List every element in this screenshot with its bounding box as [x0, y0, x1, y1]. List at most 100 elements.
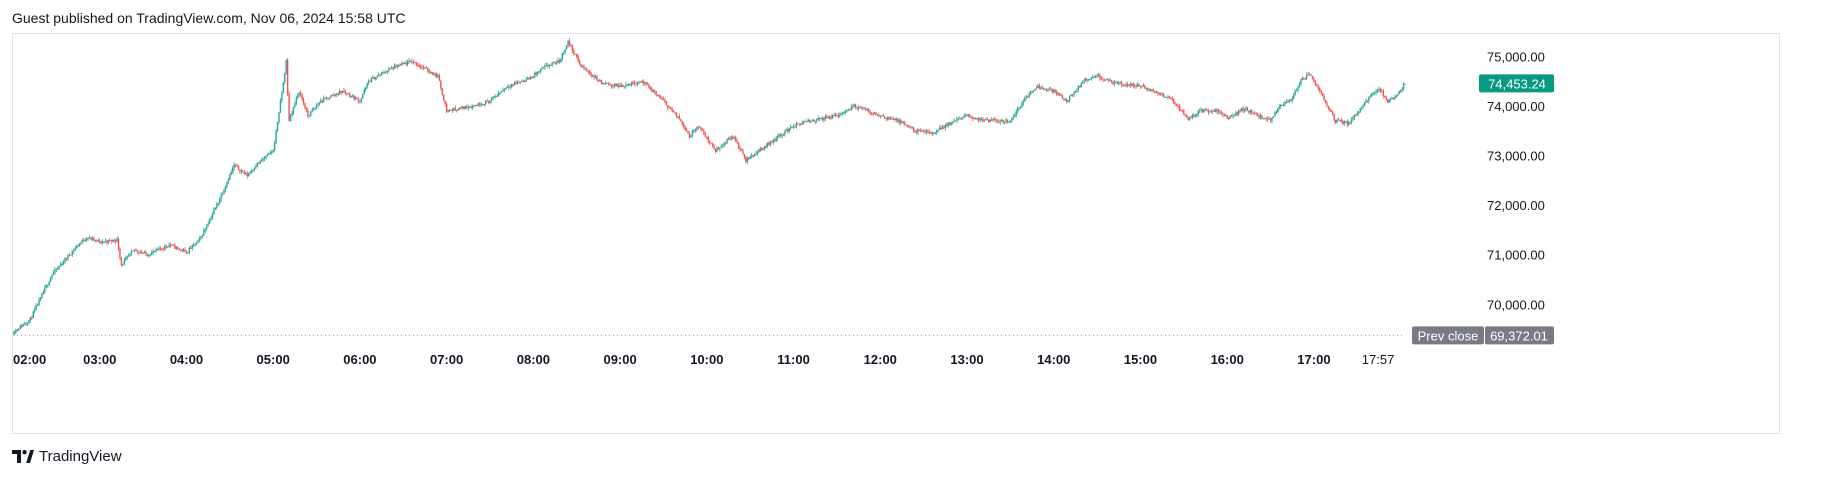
- candle: [1385, 95, 1387, 101]
- candle: [1015, 109, 1017, 118]
- candle: [1109, 77, 1111, 82]
- candle: [38, 297, 40, 307]
- candle: [989, 119, 991, 123]
- candle: [630, 81, 633, 87]
- candle: [337, 92, 339, 96]
- candle: [512, 83, 514, 87]
- candle: [1184, 114, 1186, 117]
- time-axis[interactable]: 02:00 03:00 04:00 05:00 06:00 07:00 08:00 09:00…: [13, 352, 1394, 367]
- tradingview-branding[interactable]: TradingView: [12, 448, 122, 465]
- candle: [1032, 90, 1035, 94]
- candle: [249, 171, 251, 175]
- candle: [1029, 90, 1032, 95]
- candle: [911, 125, 913, 129]
- candle: [612, 83, 614, 89]
- candle: [912, 126, 915, 133]
- candle: [658, 94, 660, 98]
- candle: [590, 72, 592, 78]
- candle: [762, 147, 764, 151]
- candle: [1076, 88, 1078, 93]
- candle: [840, 112, 842, 115]
- candle: [1048, 86, 1051, 91]
- candle: [219, 197, 221, 205]
- candle: [73, 248, 75, 254]
- candle: [1394, 95, 1396, 101]
- candle: [1243, 107, 1246, 113]
- candle: [1345, 121, 1347, 124]
- price-tick-label: 75,000.00: [1487, 49, 1545, 64]
- candle: [1050, 86, 1052, 91]
- candle: [294, 101, 296, 109]
- candle: [696, 126, 698, 132]
- candle: [349, 91, 351, 98]
- candle: [1173, 98, 1175, 105]
- candle: [99, 238, 101, 245]
- candle: [1277, 107, 1279, 114]
- price-chart[interactable]: 70,000.00 71,000.00 72,000.00 73,000.00 74,0…: [13, 34, 1779, 433]
- candle: [1287, 99, 1289, 104]
- candle: [1358, 111, 1360, 116]
- candle: [714, 148, 717, 154]
- candle: [107, 239, 110, 245]
- candle: [25, 321, 27, 327]
- candle: [775, 136, 777, 143]
- candle: [667, 104, 669, 111]
- candle: [774, 137, 776, 143]
- candle: [412, 59, 415, 65]
- candle: [1333, 113, 1335, 123]
- candle: [432, 72, 435, 76]
- candle: [894, 117, 896, 122]
- candle: [1334, 119, 1337, 125]
- candle: [1303, 77, 1305, 80]
- candle: [100, 240, 102, 244]
- candle: [1194, 114, 1197, 118]
- candle: [340, 90, 342, 95]
- time-tick-label: 09:00: [603, 352, 636, 367]
- candle: [651, 86, 653, 93]
- candle: [155, 247, 157, 254]
- candle: [435, 72, 438, 79]
- tradingview-logo-icon: [12, 449, 34, 463]
- candle: [993, 116, 996, 122]
- candle: [589, 70, 591, 76]
- candle: [808, 119, 811, 124]
- candle: [139, 249, 141, 254]
- candle: [606, 82, 608, 84]
- candle: [1381, 88, 1383, 93]
- candle: [362, 93, 364, 99]
- price-axis[interactable]: 70,000.00 71,000.00 72,000.00 73,000.00 74,0…: [1487, 49, 1545, 312]
- candle: [528, 76, 530, 80]
- candle: [447, 109, 449, 113]
- candle: [191, 244, 193, 251]
- candle: [771, 140, 773, 143]
- candle: [664, 97, 666, 104]
- candle: [70, 254, 72, 256]
- candle: [492, 96, 494, 100]
- candle: [166, 246, 169, 249]
- candle: [983, 119, 986, 122]
- candle: [305, 106, 308, 113]
- candle: [271, 150, 273, 155]
- candle: [765, 143, 767, 149]
- candle: [369, 79, 371, 82]
- candle: [1295, 88, 1298, 92]
- candle: [1397, 93, 1399, 97]
- candle: [1402, 82, 1405, 91]
- candle: [1274, 110, 1276, 117]
- candle: [479, 101, 481, 108]
- candle: [68, 252, 71, 257]
- candle: [486, 98, 488, 102]
- candle: [807, 117, 809, 122]
- candle: [265, 155, 267, 160]
- candle: [1190, 115, 1192, 119]
- candle: [1067, 99, 1069, 103]
- candle: [1226, 114, 1228, 120]
- candle: [503, 88, 506, 93]
- candle: [239, 169, 241, 175]
- candle: [1115, 80, 1117, 83]
- candle: [1371, 92, 1373, 97]
- candle: [457, 108, 459, 111]
- candle: [499, 91, 501, 95]
- candle: [151, 249, 153, 256]
- candle: [678, 113, 681, 120]
